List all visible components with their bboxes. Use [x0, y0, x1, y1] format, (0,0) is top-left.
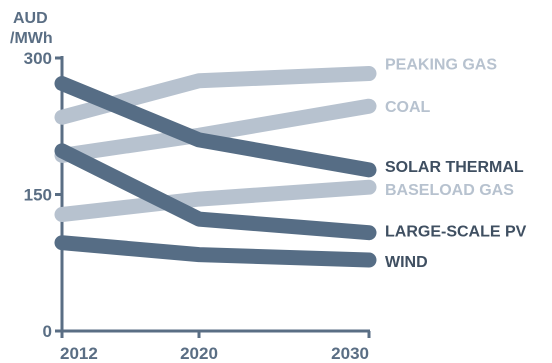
series-label-baseload-gas: BASELOAD GAS	[385, 182, 514, 199]
dark-series-group	[54, 76, 377, 268]
series-line-baseload-gas	[54, 179, 377, 222]
y-axis-title-line: AUD	[13, 10, 48, 27]
axes: AUD/MWh 0 150 300 2012 2020 2030	[10, 10, 371, 363]
x-tick-label: 2030	[331, 344, 369, 363]
x-tick-label: 2012	[60, 344, 98, 363]
series-labels: PEAKING GAS COAL BASELOAD GAS SOLAR THERMAL…	[385, 56, 527, 271]
series-line-wind	[54, 235, 377, 268]
series-label-wind: WIND	[385, 254, 428, 271]
series-label-solar-thermal: SOLAR THERMAL	[385, 159, 524, 176]
y-tick-label: 150	[24, 186, 52, 205]
series-line-large-scale-pv	[54, 143, 377, 241]
x-tick-label: 2020	[180, 344, 218, 363]
series-label-peaking-gas: PEAKING GAS	[385, 56, 497, 73]
series-line-solar-thermal	[54, 76, 377, 178]
y-tick-label: 0	[43, 322, 52, 341]
series-label-large-scale-pv: LARGE-SCALE PV	[385, 224, 527, 241]
y-axis-title-line: /MWh	[10, 30, 53, 47]
y-tick-label: 300	[24, 49, 52, 68]
series-label-coal: COAL	[385, 99, 431, 116]
